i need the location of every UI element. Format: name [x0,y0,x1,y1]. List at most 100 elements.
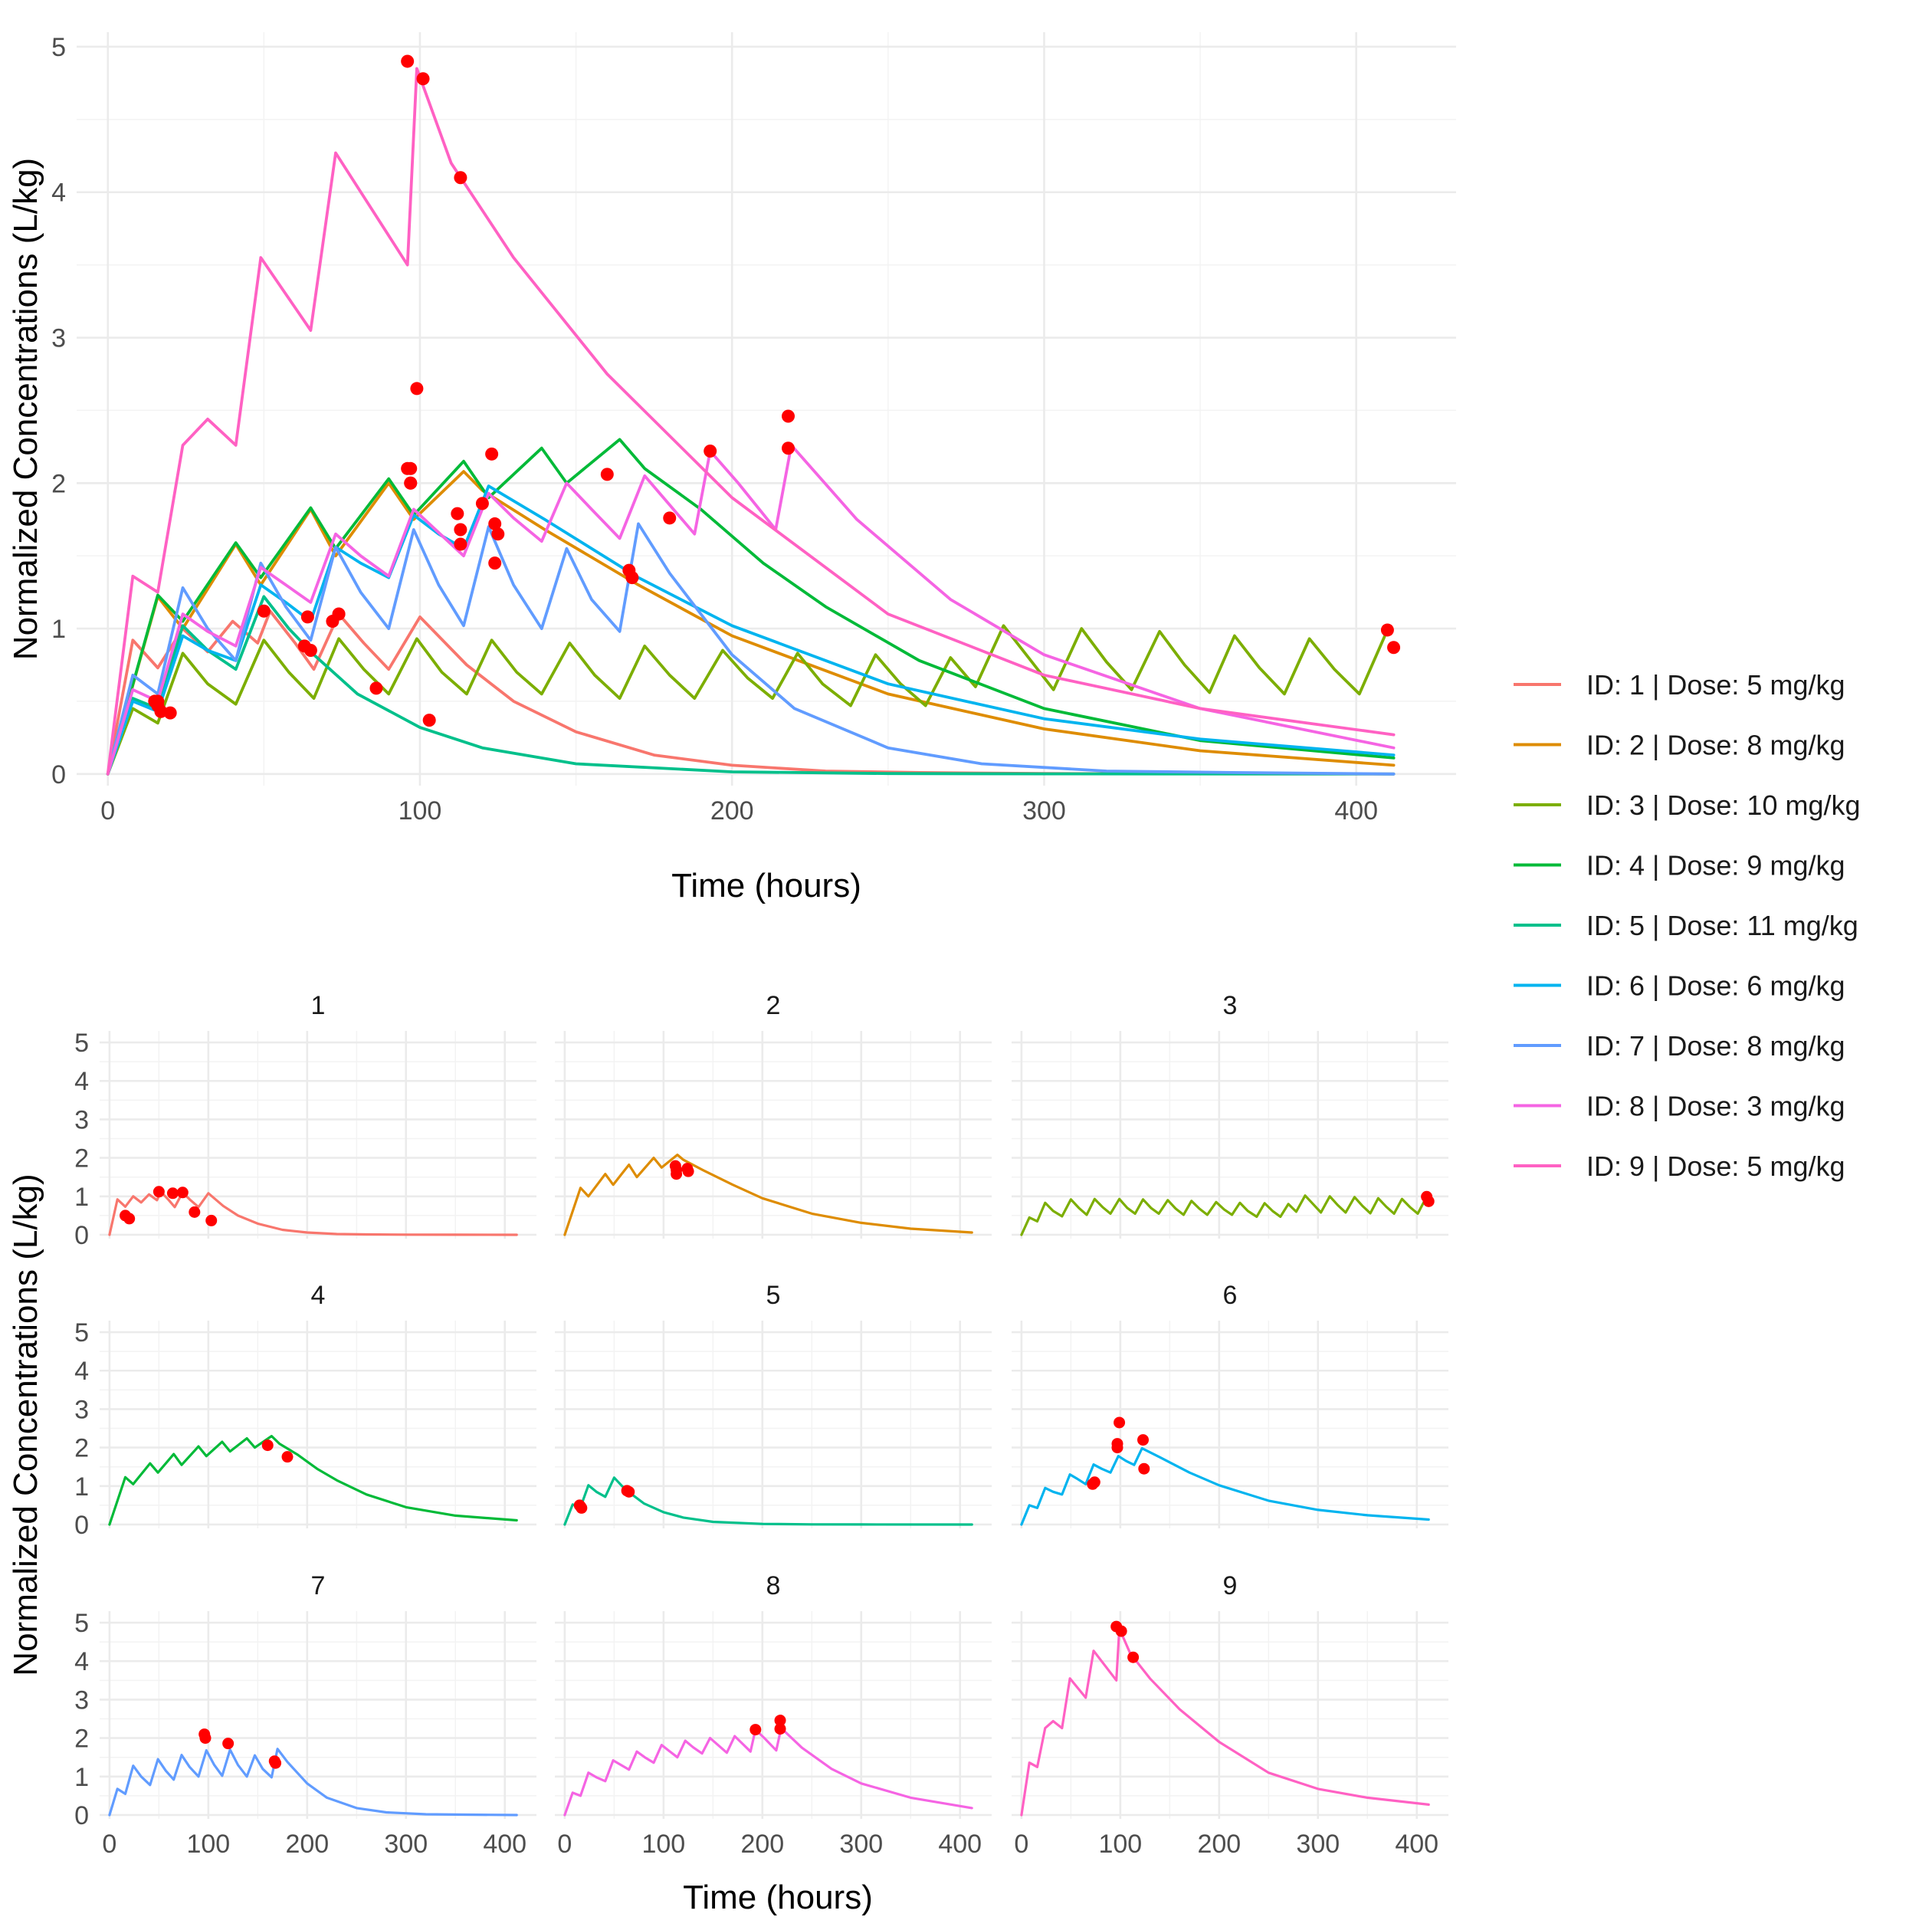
facet-strip-label: 1 [311,991,326,1020]
top-panel: 0 1 2 3 4 5 0 100 200 300 400 [51,32,1456,826]
series-line-id-9 [106,67,1396,776]
observed-point [281,1451,294,1463]
facet-x-axis-title: Time (hours) [683,1879,873,1916]
facet-panel-3 [1012,1031,1448,1239]
series-line-id-8 [563,1727,973,1817]
facet-panel-1: 0 1 2 3 4 5 [74,1029,536,1250]
x-tick-label: 100 [641,1830,685,1859]
legend-label-id-2: ID: 2 | Dose: 8 mg/kg [1586,730,1845,761]
observed-point [774,1715,786,1727]
observed-point [1138,1462,1150,1475]
x-tick-label: 0 [102,1830,116,1859]
x-tick-label: 0 [557,1830,572,1859]
x-tick-label: 200 [285,1830,329,1859]
series-line-id-2 [563,1154,973,1236]
observed-point [300,610,314,624]
x-tick-label: 300 [1022,796,1066,826]
y-tick-label: 5 [51,33,66,62]
facet-strip-label: 5 [766,1281,781,1310]
observed-point [166,1187,179,1200]
x-tick-label: 300 [839,1830,883,1859]
observed-point [270,1757,282,1769]
legend-label-id-1: ID: 1 | Dose: 5 mg/kg [1586,669,1845,701]
observed-point [261,1439,274,1452]
x-tick-label: 100 [399,796,442,826]
x-tick-label: 400 [938,1830,982,1859]
facet-strip-label: 6 [1223,1281,1238,1310]
legend-label-id-5: ID: 5 | Dose: 11 mg/kg [1586,910,1858,941]
observed-point [416,72,430,86]
facet-panel-9: 0 100 200 300 400 [1012,1611,1448,1859]
y-tick-label: 5 [74,1609,89,1638]
y-tick-label: 0 [74,1801,89,1830]
x-tick-label: 400 [483,1830,526,1859]
observed-point [303,644,317,658]
series-line-id-6 [1020,1447,1430,1526]
y-tick-label: 3 [74,1395,89,1424]
facet-strip-label: 2 [766,991,781,1020]
observed-point [257,604,271,618]
legend-label-id-7: ID: 7 | Dose: 8 mg/kg [1586,1030,1845,1062]
series-line-id-9 [1020,1627,1430,1817]
observed-point [454,537,467,551]
facet-y-axis-title: Normalized Concentrations (L/kg) [7,1173,44,1676]
observed-point [205,1214,218,1226]
y-tick-label: 0 [74,1221,89,1250]
observed-point [410,382,424,396]
observed-point [1114,1416,1126,1429]
observed-point [1088,1476,1100,1489]
y-tick-label: 3 [51,324,66,353]
observed-point [1111,1442,1123,1454]
y-tick-label: 3 [74,1685,89,1715]
observed-point [663,511,677,525]
observed-point [332,607,346,621]
y-tick-label: 1 [74,1183,89,1212]
series-line-id-3 [106,624,1389,776]
observed-point [576,1502,588,1514]
y-tick-label: 4 [74,1357,89,1386]
observed-point [1137,1434,1150,1446]
facet-strip-label: 8 [766,1571,781,1600]
observed-point [454,523,467,537]
x-tick-label: 100 [186,1830,230,1859]
x-tick-label: 200 [740,1830,784,1859]
y-tick-label: 2 [74,1725,89,1754]
facet-panel-8: 0 100 200 300 400 [555,1611,992,1859]
observed-point [1115,1625,1127,1637]
legend-label-id-9: ID: 9 | Dose: 5 mg/kg [1586,1150,1845,1182]
facet-panel-4: 0 1 2 3 4 5 [74,1318,536,1540]
series-line-id-4 [108,1435,518,1526]
observed-point [369,681,383,695]
facet-strip-label: 4 [311,1281,326,1310]
observed-point [422,714,436,727]
observed-point [404,476,418,490]
series-line-id-7 [108,1748,518,1817]
observed-point [451,507,464,520]
x-tick-label: 100 [1098,1830,1142,1859]
y-tick-label: 0 [74,1511,89,1540]
observed-point [199,1732,212,1745]
legend-label-id-6: ID: 6 | Dose: 6 mg/kg [1586,970,1845,1002]
x-tick-label: 200 [710,796,754,826]
y-tick-label: 1 [74,1472,89,1502]
observed-point [488,517,502,530]
series-line-id-6 [106,484,1396,776]
series-line-id-4 [106,438,1396,776]
observed-point [176,1187,189,1199]
facet-strip-label: 7 [311,1571,326,1600]
y-tick-label: 2 [74,1144,89,1173]
observed-point [1387,641,1401,655]
observed-point [222,1738,235,1750]
observed-point [671,1168,683,1180]
observed-point [623,1485,635,1498]
top-y-axis-title: Normalized Concentrations (L/kg) [7,158,44,660]
observed-point [625,571,639,585]
y-tick-label: 4 [51,179,66,208]
y-tick-label: 4 [74,1647,89,1676]
legend: ID: 1 | Dose: 5 mg/kg ID: 2 | Dose: 8 mg/… [1514,669,1861,1182]
x-tick-label: 300 [384,1830,428,1859]
x-tick-label: 0 [1014,1830,1028,1859]
facet-panel-6 [1012,1321,1448,1528]
observed-point [1422,1195,1435,1207]
series-line-id-8 [106,444,1396,776]
